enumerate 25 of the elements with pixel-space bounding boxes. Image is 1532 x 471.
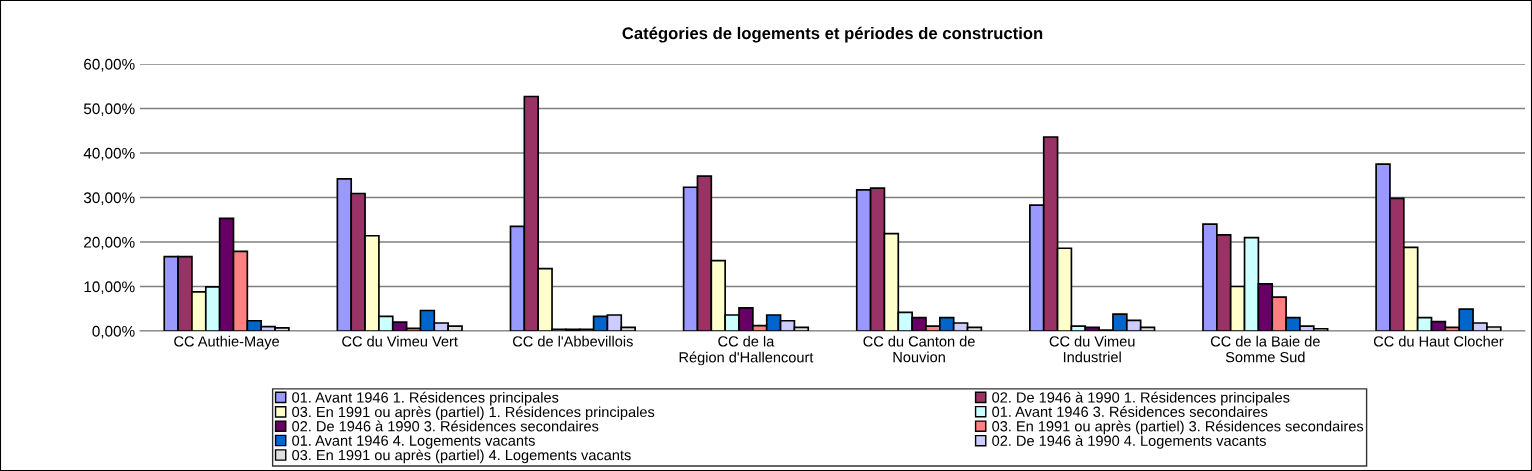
x-tick-label: CC du Vimeu Industriel xyxy=(1049,335,1135,363)
legend-label: 03. En 1991 ou après (partiel) 3. Résidences secondaires xyxy=(992,420,1364,435)
y-tick-label: 40,00% xyxy=(83,147,135,161)
legend-label: 01. Avant 1946 4. Logements vacants xyxy=(292,435,535,449)
x-tick-label: CC du Canton de Nouvion xyxy=(863,335,975,363)
legend-label: 03. En 1991 ou après (partiel) 4. Logements vacants xyxy=(292,449,631,464)
chart-title: Catégories de logements et périodes de construction xyxy=(622,26,1043,43)
y-tick-label: 50,00% xyxy=(83,103,135,116)
y-tick-label: 20,00% xyxy=(84,236,135,250)
x-tick-label: CC de l'Abbevillois xyxy=(512,335,633,347)
y-tick-label: 60,00% xyxy=(84,58,135,72)
legend-label: 02. De 1946 à 1990 3. Résidences secondaires xyxy=(292,420,599,432)
x-tick-label: CC de la Région d'Hallencourt xyxy=(679,335,814,366)
y-tick-label: 30,00% xyxy=(83,192,135,205)
x-tick-label: CC du Vimeu Vert xyxy=(342,335,458,347)
y-tick-label: 10,00% xyxy=(84,281,135,294)
legend-label: 02. De 1946 à 1990 4. Logements vacants xyxy=(992,435,1266,449)
x-tick-label: CC de la Baie de Somme Sud xyxy=(1210,335,1320,363)
legend-label: 01. Avant 1946 1. Résidences principales xyxy=(292,391,559,406)
legend-label: 03. En 1991 ou après (partiel) 1. Résidences principales xyxy=(292,406,655,421)
legend-label: 01. Avant 1946 3. Résidences secondaires xyxy=(992,406,1268,417)
x-tick-label: CC Authie-Maye xyxy=(174,335,280,350)
legend-label: 02. De 1946 à 1990 1. Résidences principales xyxy=(992,391,1290,406)
y-tick-label: 0,00% xyxy=(92,325,135,339)
x-tick-label: CC du Haut Clocher xyxy=(1373,335,1504,347)
